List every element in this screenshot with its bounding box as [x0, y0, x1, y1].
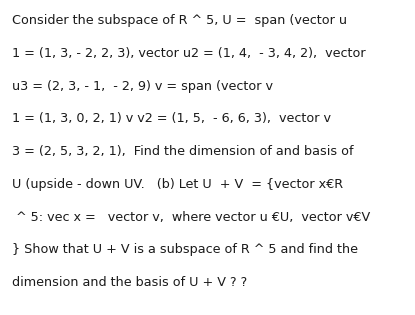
- Text: } Show that U + V is a subspace of R ^ 5 and find the: } Show that U + V is a subspace of R ^ 5…: [12, 243, 359, 256]
- Text: Consider the subspace of R ^ 5, U =  span (vector u: Consider the subspace of R ^ 5, U = span…: [12, 14, 347, 27]
- Text: u3 = (2, 3, - 1,  - 2, 9) v = span (vector v: u3 = (2, 3, - 1, - 2, 9) v = span (vecto…: [12, 80, 273, 93]
- Text: 1 = (1, 3, - 2, 2, 3), vector u2 = (1, 4,  - 3, 4, 2),  vector: 1 = (1, 3, - 2, 2, 3), vector u2 = (1, 4…: [12, 47, 366, 60]
- Text: dimension and the basis of U + V ? ?: dimension and the basis of U + V ? ?: [12, 276, 248, 289]
- Text: ^ 5: vec x =   vector v,  where vector u €U,  vector v€V: ^ 5: vec x = vector v, where vector u €U…: [12, 211, 371, 224]
- Text: U (upside - down UV.   (b) Let U  + V  = {vector x€R: U (upside - down UV. (b) Let U + V = {ve…: [12, 178, 344, 191]
- Text: 1 = (1, 3, 0, 2, 1) v v2 = (1, 5,  - 6, 6, 3),  vector v: 1 = (1, 3, 0, 2, 1) v v2 = (1, 5, - 6, 6…: [12, 112, 332, 125]
- Text: 3 = (2, 5, 3, 2, 1),  Find the dimension of and basis of: 3 = (2, 5, 3, 2, 1), Find the dimension …: [12, 145, 354, 158]
